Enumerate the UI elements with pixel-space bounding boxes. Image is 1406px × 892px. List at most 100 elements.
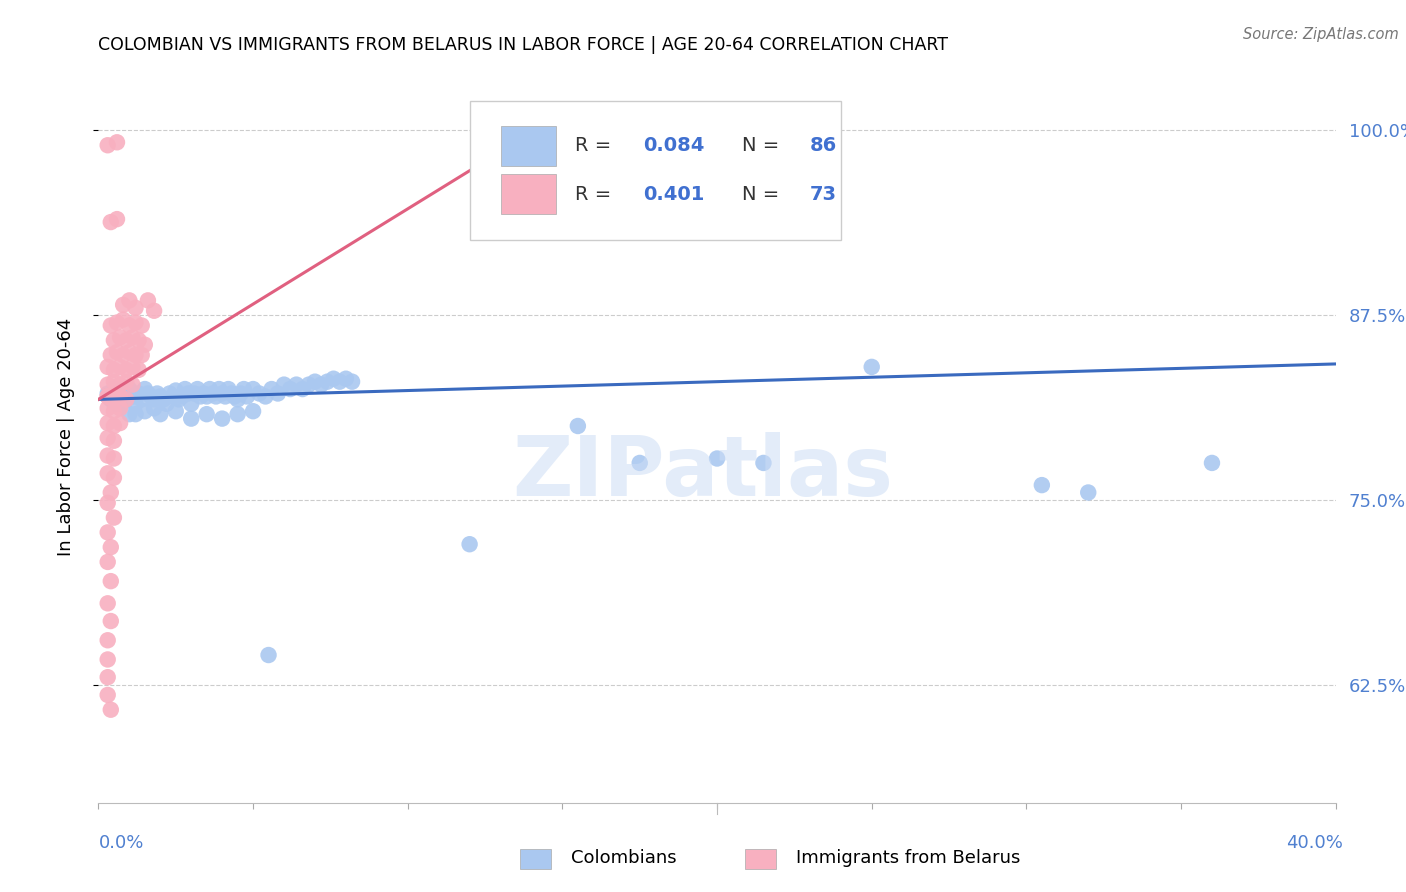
Point [177,386,200,401]
Point [124,397,146,411]
Point [121,377,143,392]
Point [131,348,153,362]
Point [115,363,138,377]
Point [97,555,120,569]
Point [1201,456,1223,470]
Point [226,392,249,407]
Point [226,407,249,421]
Point [112,386,135,401]
Point [97,377,120,392]
FancyBboxPatch shape [501,126,557,167]
Point [128,386,150,401]
Point [97,138,120,153]
Text: COLOMBIAN VS IMMIGRANTS FROM BELARUS IN LABOR FORCE | AGE 20-64 CORRELATION CHAR: COLOMBIAN VS IMMIGRANTS FROM BELARUS IN … [98,36,949,54]
Point [247,386,270,401]
Point [198,382,221,396]
Point [291,382,314,396]
Point [105,397,128,411]
Point [131,392,153,407]
Point [208,382,231,396]
Point [97,670,120,684]
Point [165,384,187,398]
Point [118,407,141,421]
Point [97,401,120,416]
Point [143,392,166,407]
Point [103,451,125,466]
Text: 0.084: 0.084 [643,136,704,155]
Point [201,386,224,401]
Point [100,574,122,589]
Point [121,359,143,374]
Point [221,386,243,401]
Point [97,449,120,463]
Point [115,392,138,407]
Point [124,301,146,315]
Point [217,382,239,396]
Point [613,183,636,197]
Point [242,404,264,418]
Point [97,525,120,540]
FancyBboxPatch shape [501,174,557,214]
Point [136,386,159,401]
Point [752,456,775,470]
Point [183,386,205,401]
Point [180,411,202,425]
Point [458,537,481,551]
Point [180,397,202,411]
Point [103,404,125,418]
Point [100,540,122,554]
Text: 73: 73 [810,185,837,203]
Text: 40.0%: 40.0% [1286,834,1343,852]
Point [108,397,131,411]
Point [112,312,135,326]
Point [298,377,321,392]
Point [162,389,184,403]
Point [108,359,131,374]
Point [103,333,125,347]
Point [97,359,120,374]
Point [118,318,141,333]
Point [112,298,135,312]
Point [105,212,128,227]
Point [105,345,128,359]
Point [136,293,159,308]
Point [97,386,120,401]
Point [143,401,166,416]
Point [118,293,141,308]
Point [124,348,146,362]
Point [97,633,120,648]
Point [322,372,344,386]
Point [103,363,125,377]
Point [229,386,252,401]
Point [860,359,883,374]
Point [260,382,283,396]
Point [190,389,212,403]
Point [134,404,156,418]
FancyBboxPatch shape [470,101,841,240]
Text: Immigrants from Belarus: Immigrants from Belarus [773,849,1021,867]
Point [134,382,156,396]
Point [118,345,141,359]
Text: 0.401: 0.401 [643,185,704,203]
Point [195,389,218,403]
Text: R =: R = [575,136,617,155]
Point [149,407,172,421]
Point [97,496,120,510]
Point [1031,478,1053,492]
Text: 86: 86 [810,136,837,155]
Point [316,375,339,389]
Point [100,703,122,717]
Point [214,389,236,403]
Point [103,419,125,434]
Point [205,389,228,403]
Point [103,471,125,485]
Text: R =: R = [575,185,617,203]
Point [174,382,197,396]
Point [97,688,120,702]
Point [115,375,138,389]
Text: 0.0%: 0.0% [98,834,143,852]
Point [100,215,122,229]
Text: Colombians: Colombians [548,849,676,867]
Point [105,389,128,403]
Text: N =: N = [742,185,786,203]
